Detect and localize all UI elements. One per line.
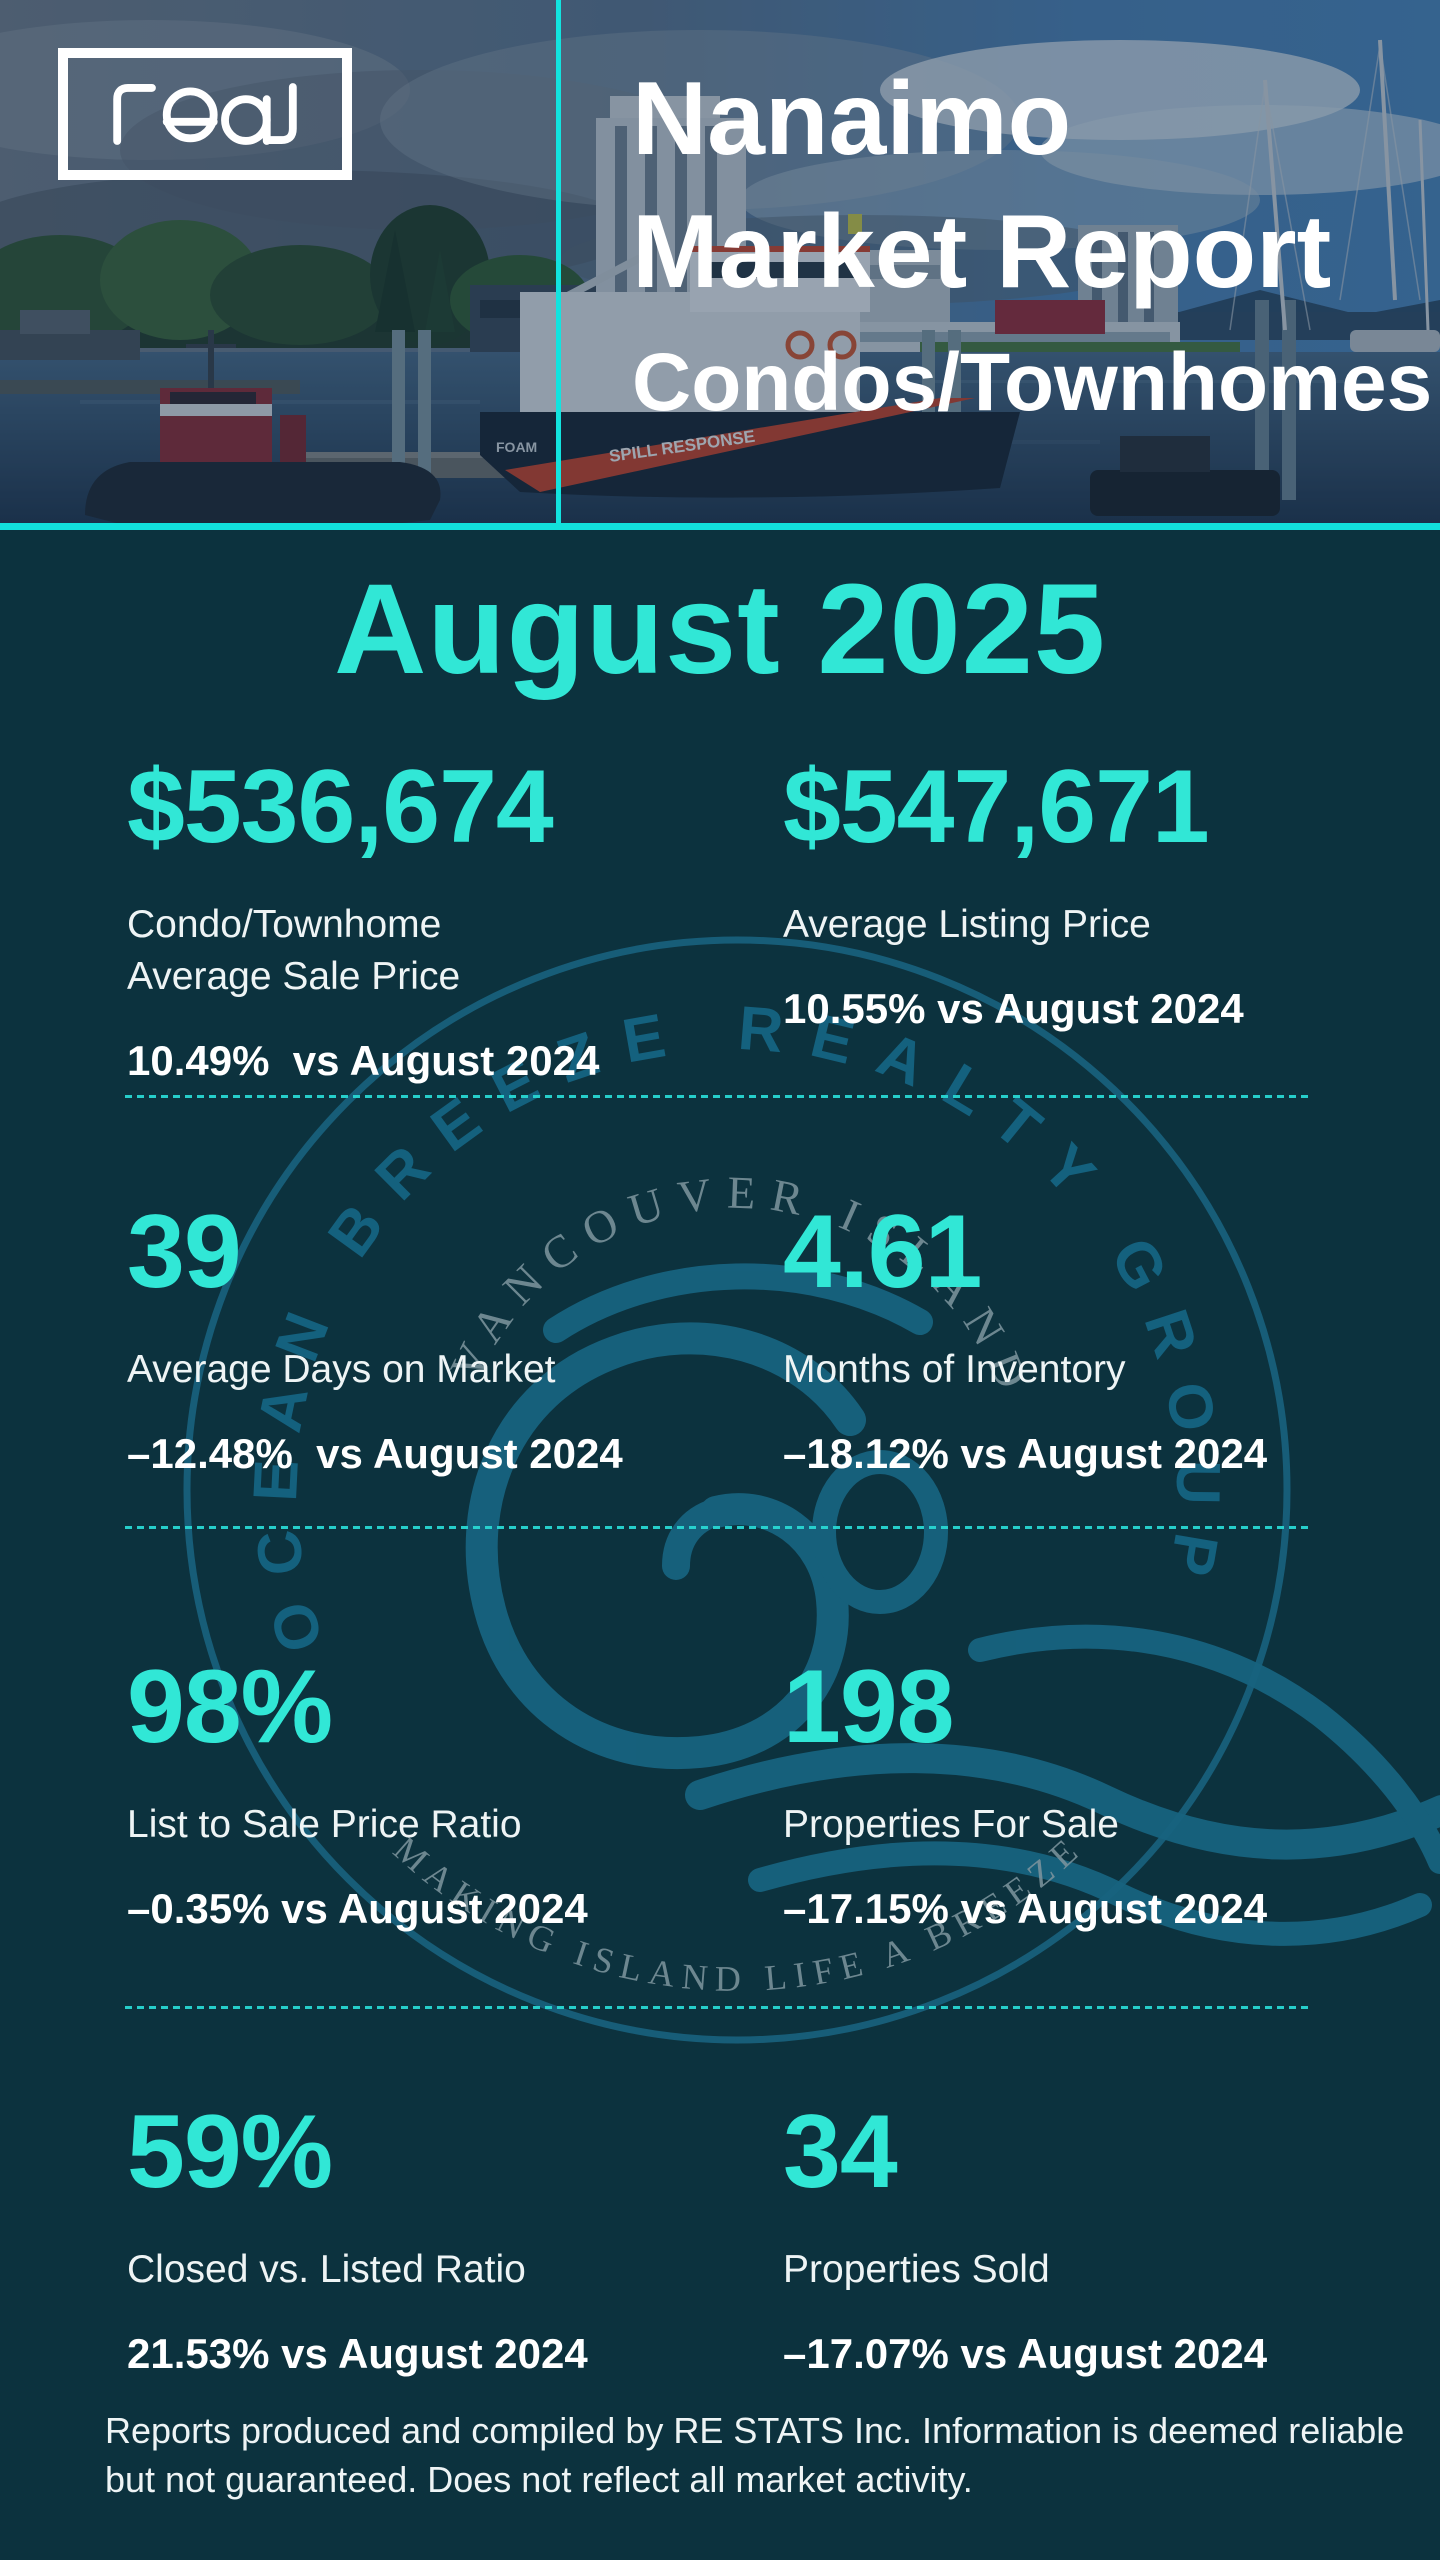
report-title-line2: Market Report <box>632 194 1332 310</box>
section-divider-3 <box>125 2006 1313 2009</box>
section-divider-1 <box>125 1095 1313 1098</box>
stat-value: $536,674 <box>127 749 554 865</box>
stat-avg-listing-price: $547,671 Average Listing Price 10.55% vs… <box>783 755 1383 1033</box>
stat-change: –17.07% vs August 2024 <box>783 2329 1268 2377</box>
stat-value: 34 <box>783 2094 898 2210</box>
header-divider-line <box>556 0 561 530</box>
stat-value: 4.61 <box>783 1194 982 1310</box>
header-photo: SPILL RESPONSE FOAM real <box>0 0 1440 530</box>
stat-change: 10.49% vs August 2024 <box>127 1036 600 1084</box>
stat-value: 198 <box>783 1649 955 1765</box>
stat-list-to-sale-ratio: 98% List to Sale Price Ratio –0.35% vs A… <box>127 1655 727 1933</box>
stat-value: 39 <box>127 1194 242 1310</box>
report-title-line1: Nanaimo <box>632 61 1072 177</box>
stat-label: Months of Inventory <box>783 1348 1126 1391</box>
stat-label: List to Sale Price Ratio <box>127 1803 522 1846</box>
disclaimer-text: Reports produced and compiled by RE STAT… <box>105 2410 1405 2501</box>
report-subtitle: Condos/Townhomes <box>632 337 1433 428</box>
month-title: August 2025 <box>333 558 1107 701</box>
stat-label: Properties For Sale <box>783 1803 1119 1846</box>
stat-change: –12.48% vs August 2024 <box>127 1429 623 1477</box>
stat-value: $547,671 <box>783 749 1210 865</box>
boat-foam-text: FOAM <box>496 439 537 455</box>
stat-properties-sold: 34 Properties Sold –17.07% vs August 202… <box>783 2100 1383 2378</box>
stat-closed-vs-listed: 59% Closed vs. Listed Ratio 21.53% vs Au… <box>127 2100 727 2378</box>
stat-label: Properties Sold <box>783 2248 1050 2291</box>
stat-change: –0.35% vs August 2024 <box>127 1884 588 1932</box>
stat-label: Average Listing Price <box>783 903 1151 946</box>
stat-change: 10.55% vs August 2024 <box>783 984 1244 1032</box>
real-wordmark-icon <box>113 83 297 145</box>
real-logo: real <box>58 48 352 180</box>
stat-change: –17.15% vs August 2024 <box>783 1884 1268 1932</box>
stat-value: 59% <box>127 2094 333 2210</box>
stat-change: 21.53% vs August 2024 <box>127 2329 588 2377</box>
stat-change: –18.12% vs August 2024 <box>783 1429 1268 1477</box>
stat-properties-for-sale: 198 Properties For Sale –17.15% vs Augus… <box>783 1655 1383 1933</box>
stat-months-of-inventory: 4.61 Months of Inventory –18.12% vs Augu… <box>783 1200 1383 1478</box>
stat-days-on-market: 39 Average Days on Market –12.48% vs Aug… <box>127 1200 727 1478</box>
stat-label: Average Days on Market <box>127 1348 556 1391</box>
stat-label: Closed vs. Listed Ratio <box>127 2248 526 2291</box>
stat-label: Condo/Townhome Average Sale Price <box>127 903 461 998</box>
stat-value: 98% <box>127 1649 333 1765</box>
stat-avg-sale-price: $536,674 Condo/Townhome Average Sale Pri… <box>127 755 727 1085</box>
photo-bottom-border <box>0 523 1440 530</box>
section-divider-2 <box>125 1526 1313 1529</box>
